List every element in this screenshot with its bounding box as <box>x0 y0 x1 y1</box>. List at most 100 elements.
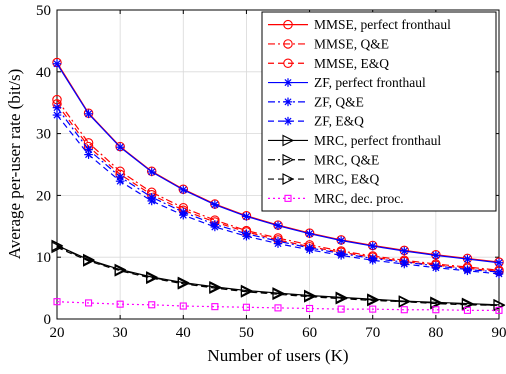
data-point <box>398 295 411 308</box>
square-marker <box>85 299 93 307</box>
star-stroke <box>463 267 471 275</box>
series-4 <box>52 59 504 268</box>
star-stroke <box>274 222 282 230</box>
data-point <box>209 282 222 294</box>
triangle-right-marker <box>209 282 222 294</box>
square-marker <box>211 303 219 311</box>
data-point <box>116 300 124 308</box>
star-stroke <box>85 110 93 118</box>
star-marker <box>305 229 314 239</box>
star-stroke <box>337 236 345 245</box>
x-tick-label: 40 <box>176 325 191 341</box>
star-marker <box>368 255 378 265</box>
legend-label: MMSE, Q&E <box>314 36 389 51</box>
data-point <box>211 303 219 311</box>
square-marker <box>242 303 250 311</box>
square-marker <box>284 194 292 202</box>
data-point <box>306 304 314 313</box>
legend-label: ZF, Q&E <box>314 94 364 109</box>
legend-label: MMSE, E&Q <box>314 56 389 71</box>
star-marker <box>178 210 188 220</box>
star-marker <box>273 239 283 248</box>
triangle-right-marker <box>493 299 506 312</box>
star-marker <box>210 222 220 232</box>
star-stroke <box>400 260 408 268</box>
star-marker <box>399 246 409 256</box>
data-point <box>368 255 378 265</box>
star-stroke <box>432 264 440 272</box>
star-marker <box>283 97 293 107</box>
legend: MMSE, perfect fronthaul MMSE, Q&E MMSE, E&… <box>261 11 497 212</box>
triangle-right-marker <box>51 241 64 254</box>
data-point <box>85 299 93 307</box>
legend-label: MMSE, perfect fronthaul <box>314 17 451 32</box>
star-stroke <box>242 212 250 220</box>
star-stroke <box>432 251 440 259</box>
legend-label: MRC, dec. proc. <box>314 191 404 206</box>
legend-item: ZF, Q&E <box>268 94 364 109</box>
triangle-right-marker <box>398 295 411 308</box>
star-marker <box>283 78 293 87</box>
triangle-right-marker <box>272 288 285 301</box>
legend-item: ZF, perfect fronthaul <box>268 75 426 90</box>
star-marker <box>115 176 125 186</box>
star-marker <box>494 269 504 279</box>
triangle-right-marker <box>83 255 95 267</box>
x-tick-label: 80 <box>428 325 443 341</box>
data-point <box>337 305 345 313</box>
data-point <box>369 305 377 313</box>
legend-item: MRC, E&Q <box>268 172 380 187</box>
y-axis-label: Average per-user rate (bit/s) <box>5 69 24 260</box>
data-point <box>305 245 314 255</box>
triangle-right-marker <box>335 292 348 305</box>
x-tick-label: 50 <box>239 325 254 341</box>
legend-item: MMSE, E&Q <box>268 56 389 71</box>
legend-item: MRC, perfect fronthaul <box>268 133 441 148</box>
triangle-right-marker <box>177 277 190 290</box>
data-point <box>304 290 316 303</box>
square-marker <box>432 306 440 314</box>
data-point <box>178 210 188 220</box>
data-point <box>336 251 346 260</box>
star-marker <box>273 221 283 230</box>
legend-item: MRC, Q&E <box>268 152 379 167</box>
data-point <box>431 251 441 260</box>
star-stroke <box>369 242 377 250</box>
star-marker <box>463 266 472 276</box>
legend-label: MRC, E&Q <box>314 172 380 187</box>
star-marker <box>210 200 220 209</box>
data-point <box>178 185 188 195</box>
data-point <box>115 176 125 186</box>
x-tick-label: 20 <box>50 325 65 341</box>
star-stroke <box>148 168 156 176</box>
data-point <box>336 236 346 245</box>
legend-label: ZF, perfect fronthaul <box>314 75 426 90</box>
square-marker <box>369 305 377 313</box>
x-tick-label: 30 <box>113 325 128 341</box>
data-point <box>493 299 506 312</box>
data-point <box>463 254 472 264</box>
data-point <box>463 306 471 314</box>
legend-label: MRC, Q&E <box>314 152 379 167</box>
square-marker <box>495 306 503 314</box>
star-marker <box>336 236 346 245</box>
data-point <box>84 150 93 159</box>
star-marker <box>147 167 157 177</box>
star-stroke <box>211 223 219 231</box>
data-point <box>210 222 220 232</box>
legend-label: ZF, E&Q <box>314 114 364 129</box>
star-stroke <box>85 151 93 159</box>
series-group <box>51 57 506 314</box>
triangle-right-marker <box>114 264 127 277</box>
star-stroke <box>148 197 156 205</box>
star-stroke <box>400 247 408 255</box>
y-tick-label: 10 <box>36 250 51 266</box>
data-point <box>147 167 157 177</box>
data-point <box>52 110 62 120</box>
legend-item: MRC, dec. proc. <box>268 191 404 206</box>
series-6 <box>52 110 504 279</box>
star-stroke <box>495 270 503 278</box>
star-stroke <box>242 232 250 240</box>
star-marker <box>178 185 188 195</box>
data-point <box>367 294 379 307</box>
